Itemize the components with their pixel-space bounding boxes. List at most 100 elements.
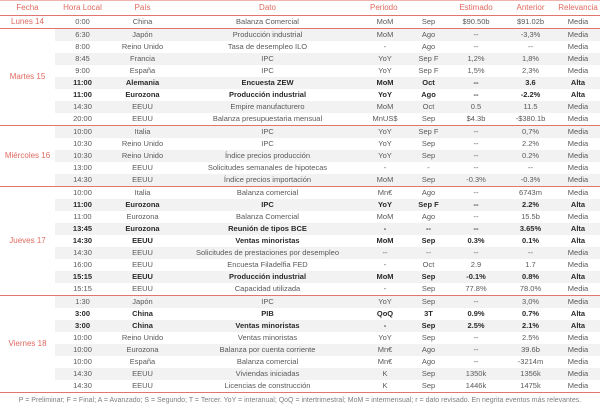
dato-cell: Índice precios producción [175, 150, 360, 162]
periodo-type-cell: Mn€ [360, 344, 410, 356]
dato-cell: Solicitudes de prestaciones por desemple… [175, 247, 360, 259]
periodo-month-cell: Sep F [410, 53, 448, 65]
dato-cell: Capacidad utilizada [175, 283, 360, 296]
periodo-type-cell: MoM [360, 77, 410, 89]
anterior-cell: $91.02b [505, 15, 557, 29]
estimado-cell: -- [447, 247, 506, 259]
relevancia-cell: Media [556, 283, 600, 296]
relevancia-cell: Media [556, 28, 600, 41]
relevancia-cell: Media [567, 357, 589, 366]
dato-cell: Tasa de desempleo ILO [227, 42, 308, 51]
anterior-cell: 0.2% [505, 150, 557, 162]
dato-cell: Licencias de construcción [175, 380, 360, 393]
event-row: Martes 15 6:30 Japón Producción industrial M… [0, 28, 600, 126]
dato-cell: IPC [175, 199, 360, 211]
pais-cell: Japón [110, 295, 175, 308]
anterior-cell: 0.7% [521, 309, 540, 318]
periodo-month-cell: Sep [410, 283, 448, 296]
event-row: 15:15 EEUU Producción industrial MoM Sep -0.1… [0, 271, 600, 283]
relevancia-cell: Media [556, 113, 600, 126]
periodo-type-cell: - [360, 283, 410, 296]
event-row: 8:45 Francia IPC YoY Sep F 1,2% 1,8% Media [0, 53, 600, 65]
hora-cell: 13:00 [73, 163, 92, 172]
pais-cell: EEUU [110, 101, 175, 113]
estimado-cell: -- [473, 90, 479, 99]
header-hora-local: Hora Local [55, 0, 110, 16]
dato-cell: Encuesta Filadelfia FED [227, 260, 308, 269]
periodo-month-cell: Sep [410, 150, 448, 162]
hora-cell: 10:00 [55, 125, 110, 138]
header-estimado: Estimado [447, 0, 506, 16]
periodo-type-cell: K [360, 368, 410, 380]
economic-calendar-table: Fecha Hora Local País Dato Periodo Estim… [0, 0, 600, 393]
dato-cell: IPC [261, 66, 274, 75]
periodo-month-cell: Sep [421, 236, 436, 245]
relevancia-cell: Media [556, 380, 600, 393]
periodo-type-cell: YoY [360, 53, 410, 65]
date-label: Viernes 18 [0, 295, 55, 393]
event-row: Viernes 18 1:30 Japón IPC YoY Sep -- 3,0% Media [0, 295, 600, 393]
anterior-cell: 39.6b [505, 344, 557, 356]
relevancia-cell: Media [556, 368, 600, 380]
anterior-cell: 0.8% [505, 271, 557, 283]
anterior-cell: -$380.1b [505, 113, 557, 126]
periodo-type-cell: MoM [376, 236, 394, 245]
periodo-month-cell: Oct [410, 77, 448, 89]
periodo-month-cell: Ago [410, 344, 448, 356]
dato-cell: Balanza por cuenta corriente [175, 344, 360, 356]
anterior-cell: 78.0% [505, 283, 557, 296]
dato-cell: Producción industrial [175, 271, 360, 283]
event-row: 10:30 Reino Unido Índice precios producció… [0, 150, 600, 162]
relevancia-cell: Media [556, 53, 600, 65]
relevancia-cell: Media [567, 66, 589, 75]
pais-cell: EEUU [110, 368, 175, 380]
dato-cell: Balanza comercial [236, 188, 299, 197]
periodo-month-cell: Sep [410, 295, 448, 308]
pais-cell: EEUU [110, 271, 175, 283]
pais-cell: Reino Unido [121, 333, 164, 342]
estimado-cell: -- [447, 199, 506, 211]
hora-cell: 6:30 [55, 28, 110, 41]
anterior-cell: 2.1% [505, 320, 557, 332]
hora-cell: 10:30 [73, 139, 92, 148]
periodo-type-cell: - [360, 223, 410, 235]
pais-cell: EEUU [132, 236, 153, 245]
anterior-cell: 2.2% [505, 199, 557, 211]
event-row: 14:30 EEUU Viviendas iniciadas K Sep 1350k 135… [0, 368, 600, 380]
dato-cell: Balanza Comercial [175, 15, 360, 29]
hora-cell: 14:30 [55, 247, 110, 259]
event-row: 3:00 China PIB QoQ 3T 0.9% 0.7% Alta [0, 308, 600, 320]
hora-cell: 11:00 [73, 90, 92, 99]
anterior-cell: -- [528, 163, 534, 172]
anterior-cell: 3.65% [505, 223, 557, 235]
estimado-cell: -- [447, 125, 506, 138]
periodo-type-cell: MoM [360, 15, 410, 29]
header-periodo: Periodo [360, 0, 448, 16]
hora-cell: 10:00 [73, 188, 92, 197]
dato-cell: PIB [261, 309, 274, 318]
hora-cell: 3:00 [55, 320, 110, 332]
anterior-cell: -- [528, 42, 534, 51]
hora-cell: 8:00 [75, 42, 90, 51]
estimado-cell: -- [447, 223, 506, 235]
periodo-month-cell: Oct [422, 260, 435, 269]
hora-cell: 0:00 [55, 15, 110, 29]
event-row: Jueves 17 10:00 Italia Balanza comercial Mn€… [0, 186, 600, 296]
dato-cell: Índice precios importación [175, 174, 360, 187]
legend-footnote: P = Preliminar; F = Final; A = Avanzado;… [18, 397, 582, 404]
hora-cell: 9:00 [75, 66, 90, 75]
pais-cell: Reino Unido [121, 42, 164, 51]
estimado-cell: 2.9 [470, 260, 482, 269]
periodo-month-cell: Sep F [410, 125, 448, 138]
pais-cell: China [110, 320, 175, 332]
dato-cell: Solicitudes semanales de hipotecas [207, 163, 328, 172]
anterior-cell: 0.1% [521, 236, 540, 245]
hora-cell: 10:00 [55, 344, 110, 356]
estimado-cell: -- [473, 139, 479, 148]
event-row: 11:00 Eurozona IPC YoY Sep F -- 2.2% Alta [0, 199, 600, 211]
hora-cell: 14:30 [55, 174, 110, 187]
periodo-month-cell: Sep F [418, 66, 439, 75]
estimado-cell: -- [447, 344, 506, 356]
periodo-type-cell: MoM [360, 28, 410, 41]
periodo-type-cell: YoY [378, 139, 392, 148]
